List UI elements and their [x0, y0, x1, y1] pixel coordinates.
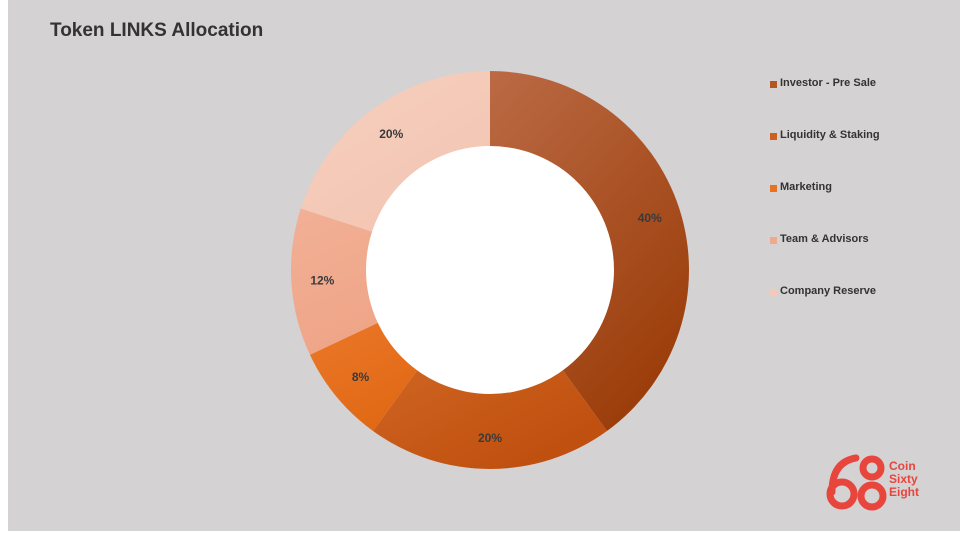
legend-label: Investor - Pre Sale — [780, 77, 876, 89]
data-label: 20% — [379, 127, 403, 141]
legend-swatch — [770, 185, 777, 192]
legend-item: Marketing — [768, 181, 948, 233]
logo-line: Eight — [889, 485, 919, 499]
legend-label: Liquidity & Staking — [780, 129, 880, 141]
donut-hole — [366, 146, 614, 394]
legend-item: Company Reserve — [768, 285, 948, 337]
legend-swatch — [770, 237, 777, 244]
data-label: 20% — [478, 431, 502, 445]
coin-sixty-eight-logo: Coin Sixty Eight — [826, 452, 946, 516]
legend: Investor - Pre Sale Liquidity & Staking Ma… — [768, 77, 948, 337]
data-label: 40% — [638, 211, 662, 225]
legend-swatch — [770, 289, 777, 296]
legend-item: Investor - Pre Sale — [768, 77, 948, 129]
legend-item: Liquidity & Staking — [768, 129, 948, 181]
legend-item: Team & Advisors — [768, 233, 948, 285]
legend-label: Company Reserve — [780, 285, 876, 297]
legend-label: Marketing — [780, 181, 832, 193]
legend-swatch — [770, 133, 777, 140]
data-label: 12% — [310, 274, 334, 288]
logo-mark-icon — [826, 454, 887, 511]
data-label: 8% — [352, 370, 370, 384]
legend-label: Team & Advisors — [780, 233, 869, 245]
chart-title: Token LINKS Allocation — [50, 20, 264, 41]
logo-line: Sixty — [889, 472, 918, 486]
logo-text: Coin Sixty Eight — [889, 460, 919, 499]
legend-swatch — [770, 81, 777, 88]
logo-line: Coin — [889, 459, 916, 473]
